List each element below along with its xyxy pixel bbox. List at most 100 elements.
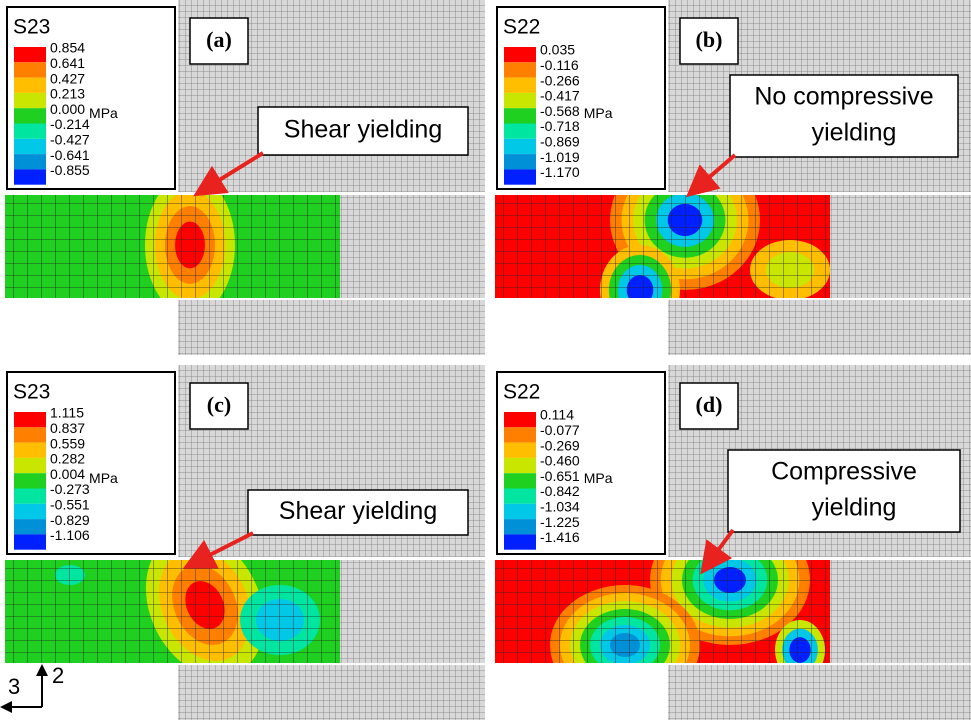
lower-mesh	[668, 300, 971, 355]
legend-value: 0.000	[50, 101, 85, 117]
legend-swatch	[504, 489, 536, 504]
legend-value: -0.829	[50, 512, 90, 528]
legend-swatch	[504, 47, 536, 62]
legend-swatch	[14, 62, 46, 77]
arrow-head	[36, 664, 48, 676]
legend-swatch	[14, 427, 46, 442]
contour-mesh	[495, 195, 830, 298]
legend-value: -0.568	[540, 103, 580, 119]
right-mesh	[830, 560, 971, 663]
legend-value: 0.427	[50, 70, 85, 86]
legend-swatch	[504, 519, 536, 534]
legend-swatch	[504, 124, 536, 139]
legend-swatch	[14, 504, 46, 519]
legend-swatch	[14, 519, 46, 534]
legend-swatch	[14, 534, 46, 549]
legend-value: 0.837	[50, 420, 85, 436]
legend-value: -1.106	[50, 527, 90, 543]
legend-unit: MPa	[584, 470, 613, 486]
legend-swatch	[504, 78, 536, 93]
legend-swatch	[14, 458, 46, 473]
legend-swatch	[14, 93, 46, 108]
annotation-text: No compressive	[754, 83, 933, 111]
legend-swatch	[504, 504, 536, 519]
panel-label: (b)	[696, 27, 723, 52]
legend-value: -0.855	[50, 162, 90, 178]
legend-value: -0.842	[540, 483, 580, 499]
right-mesh	[340, 195, 485, 298]
legend-swatch	[14, 154, 46, 169]
annotation-text: Shear yielding	[284, 116, 442, 144]
right-mesh	[340, 560, 485, 663]
legend-value: -0.077	[540, 422, 580, 438]
right-mesh	[830, 195, 971, 298]
panel-label: (a)	[206, 27, 232, 52]
legend-title: S23	[13, 381, 50, 404]
legend-value: -0.869	[540, 134, 580, 150]
legend-unit: MPa	[89, 470, 118, 486]
legend-value: -0.551	[50, 497, 90, 513]
legend-value: -0.273	[50, 481, 90, 497]
legend-value: -1.416	[540, 529, 580, 545]
legend-swatch	[14, 443, 46, 458]
contour-mesh	[5, 195, 340, 298]
legend-value: -0.269	[540, 437, 580, 453]
legend-unit: MPa	[584, 105, 613, 121]
legend-value: -1.170	[540, 164, 580, 180]
lower-mesh	[178, 665, 485, 720]
axes-triad: 23	[0, 663, 64, 713]
lower-mesh	[668, 665, 971, 720]
legend-swatch	[504, 139, 536, 154]
legend-value: -0.116	[540, 57, 579, 73]
axis-label: 3	[8, 674, 20, 699]
legend-title: S22	[503, 381, 540, 404]
panel-label: (c)	[207, 392, 231, 417]
legend-value: 0.114	[540, 407, 574, 423]
legend-swatch	[504, 534, 536, 549]
panel: S220.114-0.077-0.269-0.460-0.651MPa-0.84…	[495, 365, 971, 720]
legend-value: -1.019	[540, 149, 580, 165]
legend-swatch	[504, 93, 536, 108]
legend-swatch	[14, 169, 46, 184]
legend-swatch	[504, 443, 536, 458]
annotation-text: yielding	[812, 119, 897, 147]
annotation-text: Shear yielding	[279, 497, 437, 525]
legend-value: -0.641	[50, 147, 90, 163]
legend-value: 0.641	[50, 55, 85, 71]
legend-value: -0.718	[540, 118, 580, 134]
legend-value: -1.225	[540, 514, 580, 530]
legend-value: -0.417	[540, 88, 580, 104]
legend-value: -0.214	[50, 116, 90, 132]
legend-value: -0.651	[540, 468, 580, 484]
legend-swatch	[14, 412, 46, 427]
legend-swatch	[14, 78, 46, 93]
legend-value: -0.266	[540, 72, 580, 88]
legend-value: 0.282	[50, 451, 85, 467]
legend-value: 0.854	[50, 40, 85, 56]
annotation-text: yielding	[812, 494, 897, 522]
legend-swatch	[14, 108, 46, 123]
contour-mesh	[495, 560, 830, 663]
legend-value: -1.034	[540, 499, 580, 515]
legend-value: 1.115	[50, 405, 84, 421]
contour	[5, 175, 340, 315]
lower-mesh	[178, 300, 485, 355]
legend-swatch	[504, 108, 536, 123]
legend-value: 0.213	[50, 86, 85, 102]
legend-swatch	[14, 473, 46, 488]
legend-value: 0.559	[50, 435, 85, 451]
legend-swatch	[504, 62, 536, 77]
legend-swatch	[504, 427, 536, 442]
legend-value: 0.035	[540, 42, 575, 58]
legend-swatch	[504, 154, 536, 169]
legend-title: S22	[503, 16, 540, 39]
legend-unit: MPa	[89, 105, 118, 121]
legend-swatch	[504, 473, 536, 488]
legend-value: -0.427	[50, 132, 90, 148]
panel-label: (d)	[696, 392, 723, 417]
figure: S230.8540.6410.4270.2130.000MPa-0.214-0.…	[0, 0, 971, 725]
arrow-head	[0, 701, 12, 713]
legend-swatch	[14, 489, 46, 504]
